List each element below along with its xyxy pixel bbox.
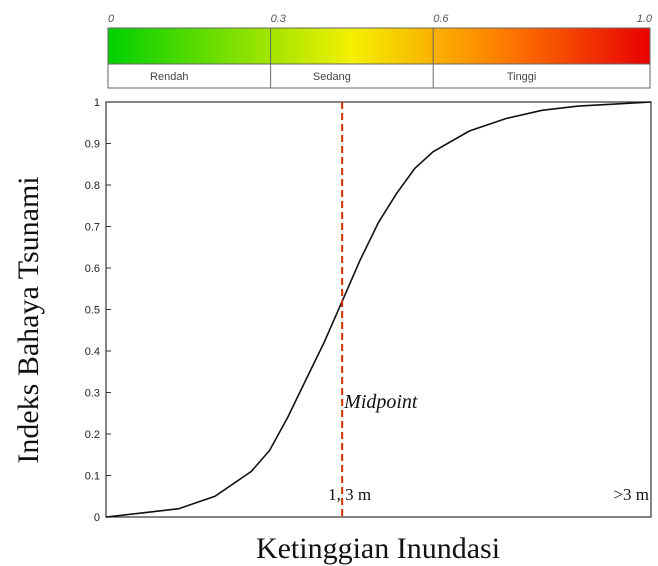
hazard-curve-line: [105, 101, 652, 518]
midpoint-annotation: Midpoint: [343, 391, 418, 413]
y-tick-label: 0.4: [85, 346, 100, 358]
color-scale-categories: Rendah Sedang Tinggi: [150, 71, 536, 83]
y-tick-label: 0.5: [85, 305, 100, 317]
scale-tick-label: 0: [108, 13, 115, 25]
y-tick-label: 0.1: [85, 471, 100, 483]
scale-category-label: Tinggi: [507, 71, 537, 83]
midpoint-value-label: 1, 3 m: [328, 485, 371, 504]
scale-tick-label: 0.3: [271, 13, 287, 25]
y-tick-label: 0: [94, 512, 100, 524]
hazard-color-scale: 0 0.3 0.6 1.0 Rendah Sedang Tinggi: [107, 13, 653, 89]
scale-category-label: Sedang: [313, 71, 351, 83]
y-tick-label: 0.6: [85, 263, 100, 275]
category-band-frame: [107, 63, 651, 89]
y-tick-label: 0.3: [85, 388, 100, 400]
scale-tick-label: 1.0: [637, 13, 653, 25]
y-axis-ticks: 0 0.1 0.2 0.3 0.4 0.5 0.6 0.7 0.8 0.9 1: [85, 97, 111, 524]
plot-area: 0 0.1 0.2 0.3 0.4 0.5 0.6 0.7 0.8 0.9 1 Midpoint 1…: [85, 97, 652, 524]
color-gradient-bar: [107, 27, 651, 65]
scale-category-label: Rendah: [150, 71, 189, 83]
scale-tick-label: 0.6: [433, 13, 449, 25]
max-inundation-label: >3 m: [613, 485, 649, 504]
y-tick-label: 0.8: [85, 180, 100, 192]
plot-frame: [105, 101, 652, 518]
y-tick-label: 1: [94, 97, 100, 109]
y-tick-label: 0.2: [85, 429, 100, 441]
x-axis-title: Ketinggian Inundasi: [256, 532, 500, 565]
y-tick-label: 0.7: [85, 222, 100, 234]
y-axis-title: Indeks Bahaya Tsunami: [12, 176, 45, 463]
y-tick-label: 0.9: [85, 139, 100, 151]
color-scale-ticks: 0 0.3 0.6 1.0: [108, 13, 653, 88]
